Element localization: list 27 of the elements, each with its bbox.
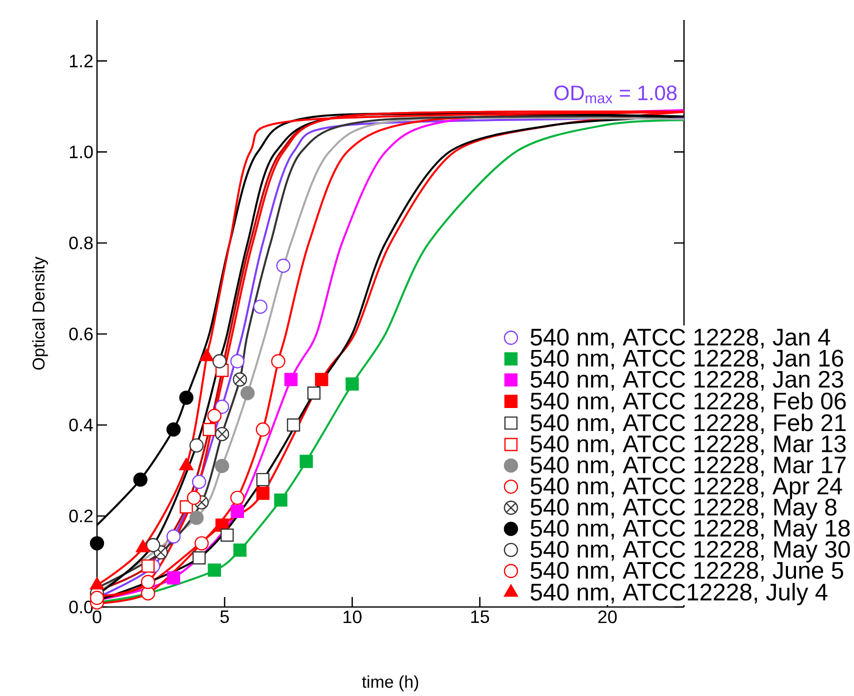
y-tick-label: 0.4 bbox=[69, 418, 93, 432]
x-tick-label: 0 bbox=[92, 610, 102, 624]
legend-label: 540 nm, ATCC 12228, Jan 23 bbox=[530, 370, 844, 391]
y-tick-label: 1.0 bbox=[70, 146, 93, 158]
legend-label: 540 nm, ATCC 12228, Jan 4 bbox=[530, 328, 830, 348]
annotation: OD$_{max}$ = 1.08 bbox=[554, 85, 677, 104]
legend-label: 540 nm, ATCC12228, July 4 bbox=[530, 583, 828, 606]
legend-label: 540 nm, ATCC 12228, Mar 17 bbox=[530, 456, 846, 476]
y-axis-title: Optical Density bbox=[32, 256, 48, 370]
y-tick-label: 0.6 bbox=[69, 328, 93, 340]
x-tick-label: 15 bbox=[471, 610, 490, 624]
x-axis-title: time (h) bbox=[362, 675, 418, 692]
legend-label: 540 nm, ATCC 12228, Feb 06 bbox=[530, 392, 846, 412]
legend-label: 540 nm, ATCC 12228, Mar 13 bbox=[530, 435, 846, 456]
legend-label: 540 nm, ATCC 12228, May 18 bbox=[530, 520, 850, 542]
y-tick-label: 1.2 bbox=[70, 54, 93, 68]
x-tick-label: 5 bbox=[220, 610, 229, 624]
y-tick-label: 0.2 bbox=[69, 510, 93, 522]
legend-label: 540 nm, ATCC 12228, May 30 bbox=[530, 540, 850, 562]
legend-label: 540 nm, ATCC 12228, Jan 16 bbox=[530, 350, 844, 370]
legend-label: 540 nm, ATCC 12228, Apr 24 bbox=[530, 478, 842, 500]
legend-label: 540 nm, ATCC 12228, Feb 21 bbox=[530, 414, 846, 434]
x-tick-label: 20 bbox=[598, 610, 617, 624]
y-tick-label: 0.8 bbox=[69, 236, 93, 250]
legend-label: 540 nm, ATCC 12228, May 8 bbox=[530, 498, 836, 520]
legend-label: 540 nm, ATCC 12228, June 5 bbox=[530, 562, 844, 582]
x-tick-label: 10 bbox=[344, 610, 362, 624]
